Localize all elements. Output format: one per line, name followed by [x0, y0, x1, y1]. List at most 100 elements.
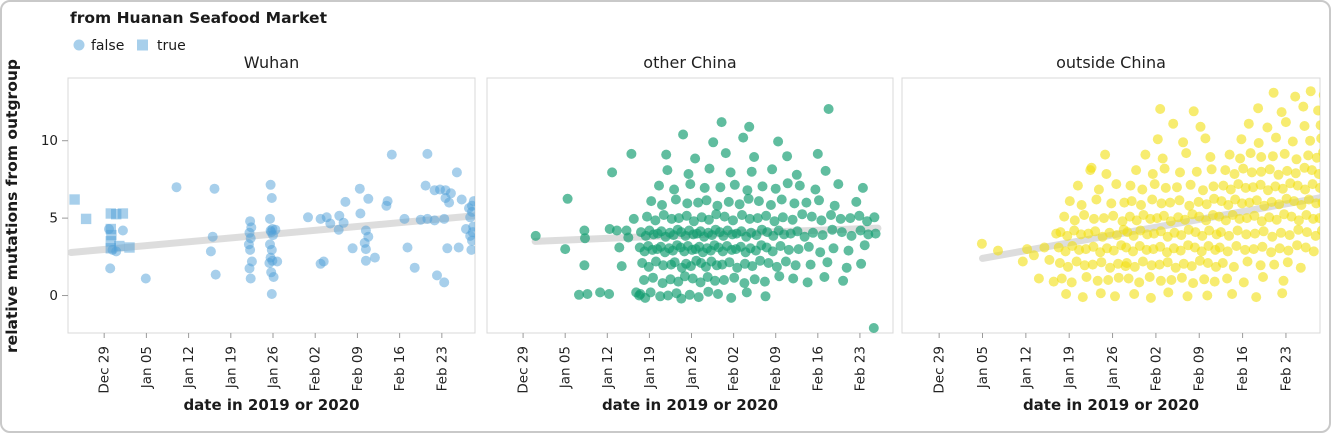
data-point-circle	[1258, 226, 1269, 237]
data-point-circle	[1111, 230, 1122, 241]
data-point-circle	[1162, 257, 1173, 268]
data-point-circle	[1253, 138, 1264, 148]
data-point-circle	[737, 210, 747, 220]
data-point-circle	[687, 273, 698, 284]
data-point-circle	[1251, 292, 1262, 303]
data-point-circle	[1110, 291, 1120, 302]
data-point-circle	[1195, 121, 1206, 132]
data-point-circle	[579, 225, 590, 236]
data-point-circle	[1220, 215, 1231, 226]
data-point-circle	[665, 274, 676, 285]
data-point-circle	[690, 153, 701, 164]
data-point-circle	[695, 277, 706, 288]
data-point-circle	[712, 200, 723, 211]
x-tick-label: Jan 19	[642, 346, 658, 389]
data-point-circle	[753, 196, 764, 207]
data-point-circle	[797, 209, 808, 220]
data-point-circle	[791, 169, 802, 180]
data-point-circle	[857, 182, 868, 193]
data-point-circle	[1087, 259, 1098, 270]
data-point-circle	[1289, 196, 1299, 207]
data-point-circle	[770, 183, 781, 194]
data-point-circle	[1319, 213, 1320, 219]
data-point-circle	[1176, 272, 1187, 283]
data-point-circle	[265, 213, 275, 224]
data-point-circle	[1280, 117, 1291, 128]
data-point-circle	[815, 247, 826, 258]
data-point-circle	[662, 165, 673, 176]
data-point-circle	[803, 241, 814, 252]
data-point-circle	[1311, 152, 1320, 163]
data-point-circle	[1241, 213, 1252, 224]
data-point-circle	[1100, 149, 1111, 160]
data-point-circle	[814, 195, 824, 206]
data-point-circle	[1079, 210, 1090, 220]
data-point-circle	[1091, 194, 1102, 205]
data-point-circle	[1165, 216, 1176, 227]
data-point-circle	[732, 262, 743, 273]
data-point-circle	[856, 258, 867, 269]
data-point-circle	[655, 291, 666, 302]
data-point-circle	[574, 289, 584, 300]
data-point-circle	[1170, 262, 1181, 273]
data-point-circle	[1028, 250, 1039, 261]
data-point-circle	[1274, 243, 1285, 254]
data-point-circle	[1316, 225, 1320, 236]
data-point-circle	[723, 196, 734, 207]
data-point-circle	[1300, 184, 1311, 195]
data-point-circle	[643, 261, 654, 272]
data-point-circle	[760, 291, 771, 302]
data-point-circle	[562, 193, 573, 204]
data-point-circle	[1080, 244, 1091, 255]
data-point-circle	[1264, 212, 1275, 223]
data-point-circle	[1279, 148, 1290, 159]
x-tick-label: Jan 12	[181, 346, 197, 389]
data-point-circle	[1188, 278, 1199, 289]
data-point-circle	[333, 224, 344, 235]
data-point-circle	[1305, 86, 1316, 97]
data-point-circle	[382, 196, 393, 207]
data-point-circle	[595, 287, 606, 298]
data-point-circle	[453, 242, 464, 253]
data-point-square	[69, 194, 80, 205]
data-point-circle	[789, 198, 800, 209]
data-point-circle	[1199, 274, 1210, 285]
data-point-circle	[209, 183, 220, 194]
data-point-circle	[1198, 185, 1208, 196]
data-point-circle	[1079, 260, 1090, 271]
data-point-circle	[799, 231, 810, 242]
data-point-circle	[1291, 154, 1302, 165]
data-point-circle	[1056, 273, 1067, 284]
data-point-circle	[1184, 200, 1195, 211]
data-point-circle	[1287, 136, 1298, 147]
data-point-circle	[1266, 247, 1277, 258]
data-point-circle	[1308, 246, 1319, 257]
data-point-circle	[788, 273, 799, 284]
data-point-circle	[787, 214, 798, 225]
data-point-circle	[1282, 165, 1293, 176]
data-point-circle	[1276, 227, 1286, 238]
x-tick-label: Feb 02	[1148, 346, 1164, 391]
data-point-circle	[673, 276, 684, 287]
data-point-circle	[670, 194, 681, 205]
data-point-circle	[1157, 153, 1168, 164]
data-point-circle	[1147, 194, 1158, 205]
data-point-circle	[1313, 105, 1320, 116]
data-point-circle	[1140, 149, 1151, 160]
data-point-circle	[1176, 230, 1187, 241]
data-point-circle	[726, 292, 737, 303]
data-point-circle	[1271, 132, 1281, 143]
data-point-circle	[604, 289, 615, 299]
data-point-circle	[765, 200, 776, 210]
data-point-circle	[1251, 195, 1262, 206]
data-point-circle	[1246, 167, 1257, 178]
legend-item-true-label: true	[157, 38, 186, 54]
data-point-circle	[845, 213, 856, 224]
data-point-circle	[669, 184, 680, 195]
data-point-circle	[812, 148, 823, 159]
data-point-circle	[1300, 242, 1311, 253]
data-point-circle	[827, 224, 838, 235]
data-point-circle	[340, 196, 351, 207]
data-point-circle	[347, 243, 358, 254]
data-point-circle	[1315, 120, 1320, 131]
